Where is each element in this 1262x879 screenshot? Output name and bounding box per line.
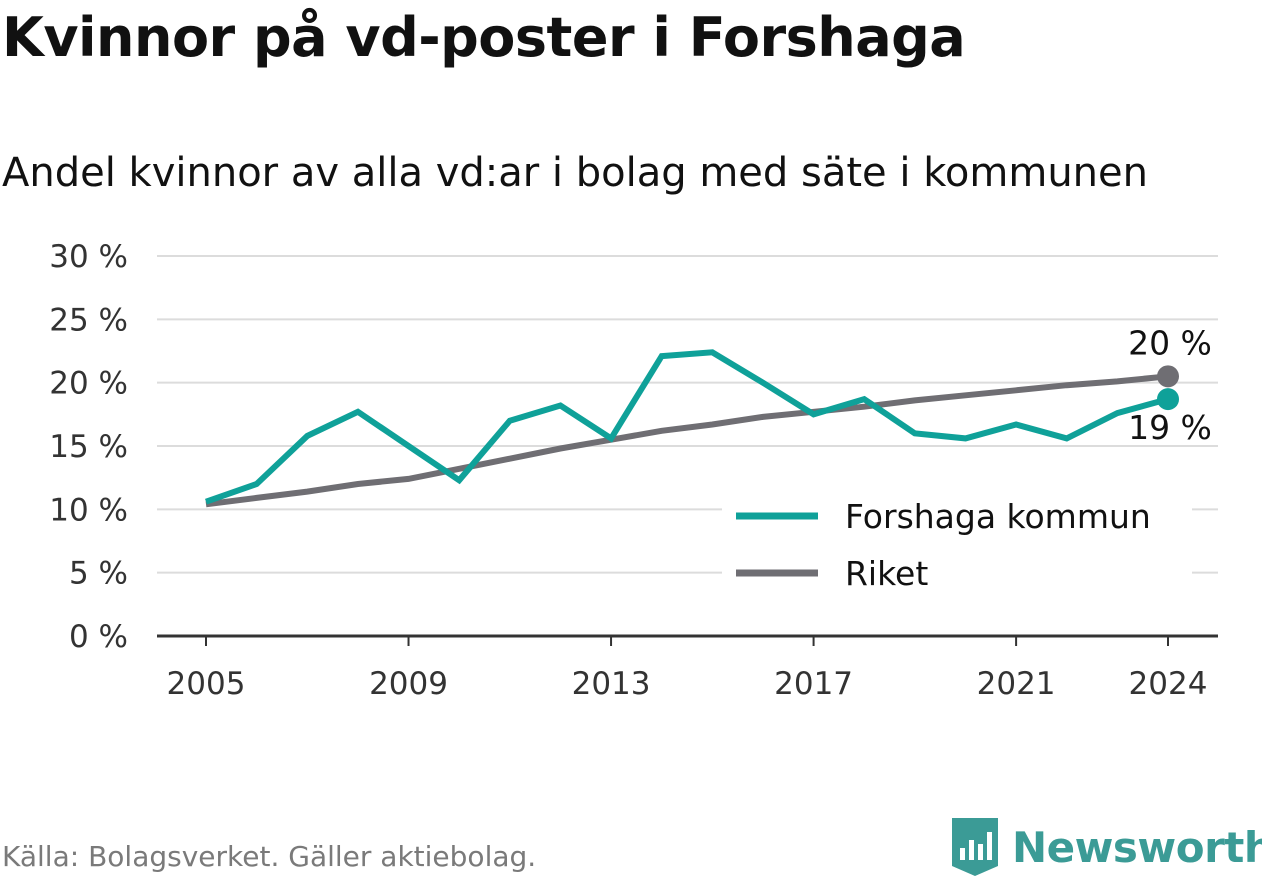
x-tick-label: 2013 [572,666,651,702]
legend-background [722,490,1192,608]
series-lines [205,349,1179,508]
x-axis-labels: 2005 2009 2013 2017 2021 2024 [167,666,1208,702]
end-value-label: 19 % [1128,408,1212,447]
y-tick-label: 30 % [49,239,128,275]
series-line [205,373,1169,508]
legend-label: Riket [845,554,928,593]
x-tick-label: 2009 [369,666,448,702]
line-chart: 0 %5 %10 %15 %20 %25 %30 % 2005 2009 2013 2… [49,239,1218,702]
series-line [205,349,1169,505]
x-axis [157,634,1218,646]
legend-label: Forshaga kommun [845,497,1151,536]
end-point [1157,388,1179,411]
chart-title: Kvinnor på vd-poster i Forshaga [2,6,966,69]
y-tick-label: 10 % [49,492,128,528]
end-point [1157,365,1179,388]
gridlines [157,255,1218,574]
end-labels: 19 % 20 % [1128,323,1212,447]
end-value-label: 20 % [1128,323,1212,362]
source-note: Källa: Bolagsverket. Gäller aktiebolag. [2,840,537,873]
y-tick-label: 15 % [49,429,128,465]
legend: Forshaga kommun Riket [722,490,1192,608]
x-tick-label: 2005 [167,666,246,702]
y-axis-labels: 0 % 5 % 10 % 15 % 20 % 25 % 30 % [49,239,128,655]
brand-name: Newsworthy [1012,822,1262,872]
bar-chart-bookmark-icon [952,818,998,876]
brand-logo: Newsworthy [950,816,1262,878]
y-tick-label: 25 % [49,302,128,338]
y-tick-label: 5 % [69,556,128,592]
y-tick-label: 20 % [49,366,128,402]
chart-subtitle: Andel kvinnor av alla vd:ar i bolag med … [2,150,1148,196]
x-tick-label: 2021 [977,666,1056,702]
x-tick-label: 2017 [774,666,853,702]
x-tick-label: 2024 [1129,666,1208,702]
y-tick-label: 0 % [69,619,128,655]
